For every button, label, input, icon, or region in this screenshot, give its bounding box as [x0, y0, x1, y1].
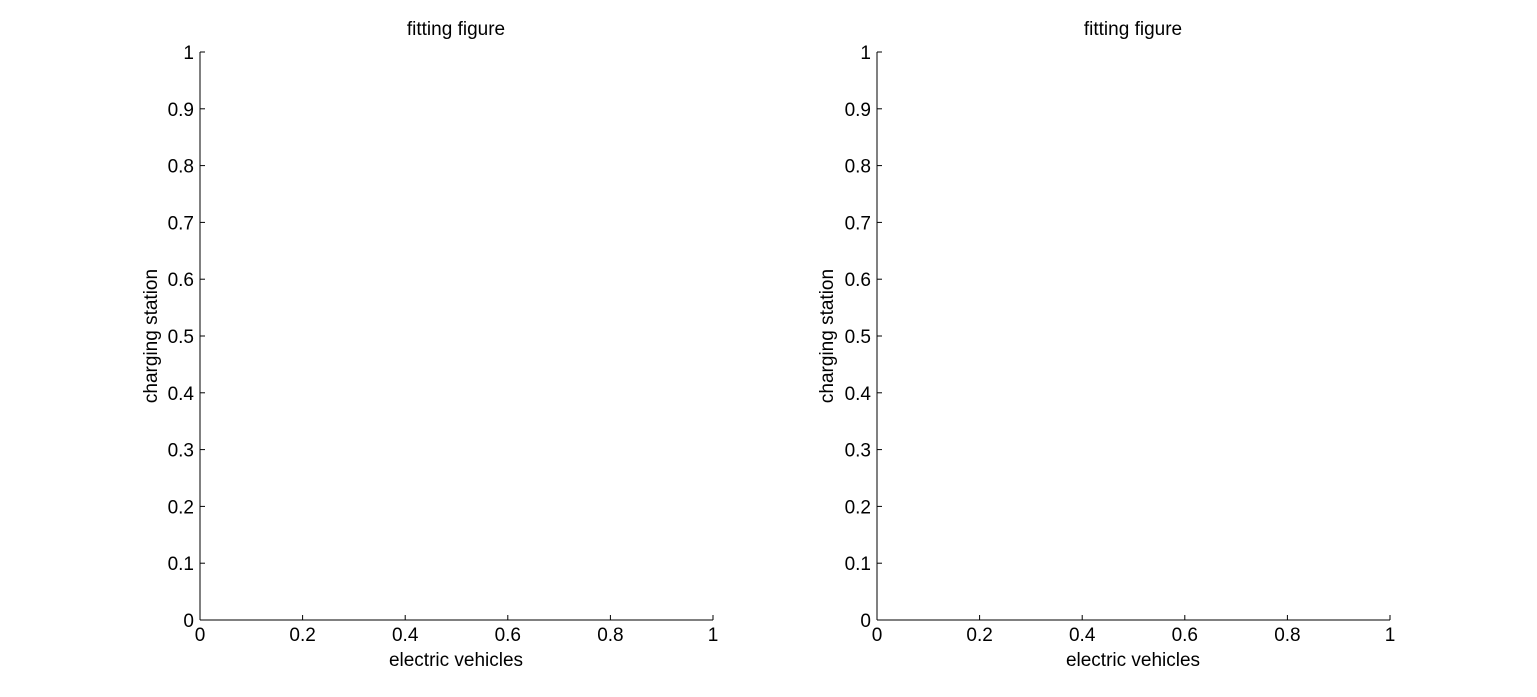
left-plot-y-tick-label: 0.7: [168, 213, 194, 234]
left-plot-y-tick-label: 0.2: [168, 497, 194, 518]
right-plot-y-tick-label: 0.5: [845, 327, 871, 348]
left-plot-y-tick-label: 0.1: [168, 554, 194, 575]
left-plot-axes: 0 0.2 0.4 0.6 0.8 1 0 0.1 0.2 0.3 0.4 0.5 0.6 0.7 0.8 0…: [168, 43, 719, 646]
left-plot-x-tick-label: 0.8: [597, 625, 623, 646]
right-plot-y-tick-label: 0.6: [845, 270, 871, 291]
left-plot-x-tick-label: 0.4: [392, 625, 419, 646]
left-plot-y-tick-label: 0.6: [168, 270, 194, 291]
left-plot-x-tick-label: 0.6: [495, 625, 521, 646]
right-plot-x-tick-label: 0.8: [1274, 625, 1300, 646]
left-plot-y-axis-label: charging station: [141, 269, 162, 403]
left-plot-y-tick-label: 0.5: [168, 327, 194, 348]
right-plot: fitting figure 0 0.2 0.4 0.6 0.8 100.10.20.30…: [817, 19, 1395, 671]
left-plot-y-tick-label: 0.3: [168, 441, 194, 462]
right-plot-y-axis-label: charging station: [817, 269, 838, 403]
right-plot-y-tick-label: 0.7: [845, 213, 871, 234]
left-plot-x-tick-label: 1: [708, 625, 719, 646]
right-plot-x-axis-label: electric vehicles: [1066, 650, 1200, 671]
left-plot-y-tick-label: 0.4: [168, 384, 195, 405]
left-plot-y-tick-label: 1: [183, 43, 194, 64]
right-plot-axes: 0 0.2 0.4 0.6 0.8 1 0 0.1 0.2 0.3 0.4 0.5 0.6 0.7 0.8 0…: [845, 43, 1396, 646]
right-plot-x-tick-label: 0: [872, 625, 883, 646]
right-plot-y-tick-label: 0: [860, 611, 871, 632]
left-plot: fitting figure 0 0.2 0.4 0.6 0.8 100.10.20.30…: [141, 19, 718, 671]
right-plot-y-tick-label: 1: [860, 43, 871, 64]
right-plot-x-tick-label: 1: [1385, 625, 1396, 646]
left-plot-title: fitting figure: [407, 19, 505, 40]
left-plot-x-axis-label: electric vehicles: [389, 650, 523, 671]
left-plot-x-tick-label: 0.2: [289, 625, 315, 646]
left-plot-y-tick-label: 0: [183, 611, 194, 632]
right-plot-x-tick-label: 0.2: [966, 625, 992, 646]
right-plot-y-tick-label: 0.8: [845, 157, 871, 178]
right-plot-x-tick-label: 0.4: [1069, 625, 1096, 646]
right-plot-y-tick-label: 0.3: [845, 441, 871, 462]
right-plot-title: fitting figure: [1084, 19, 1182, 40]
left-plot-x-tick-label: 0: [195, 625, 206, 646]
right-plot-y-tick-label: 0.1: [845, 554, 871, 575]
right-plot-x-tick-label: 0.6: [1172, 625, 1198, 646]
right-plot-y-tick-label: 0.9: [845, 100, 871, 121]
left-plot-y-tick-label: 0.8: [168, 157, 194, 178]
left-plot-y-tick-label: 0.9: [168, 100, 194, 121]
right-plot-y-tick-label: 0.2: [845, 497, 871, 518]
right-plot-y-tick-label: 0.4: [845, 384, 872, 405]
